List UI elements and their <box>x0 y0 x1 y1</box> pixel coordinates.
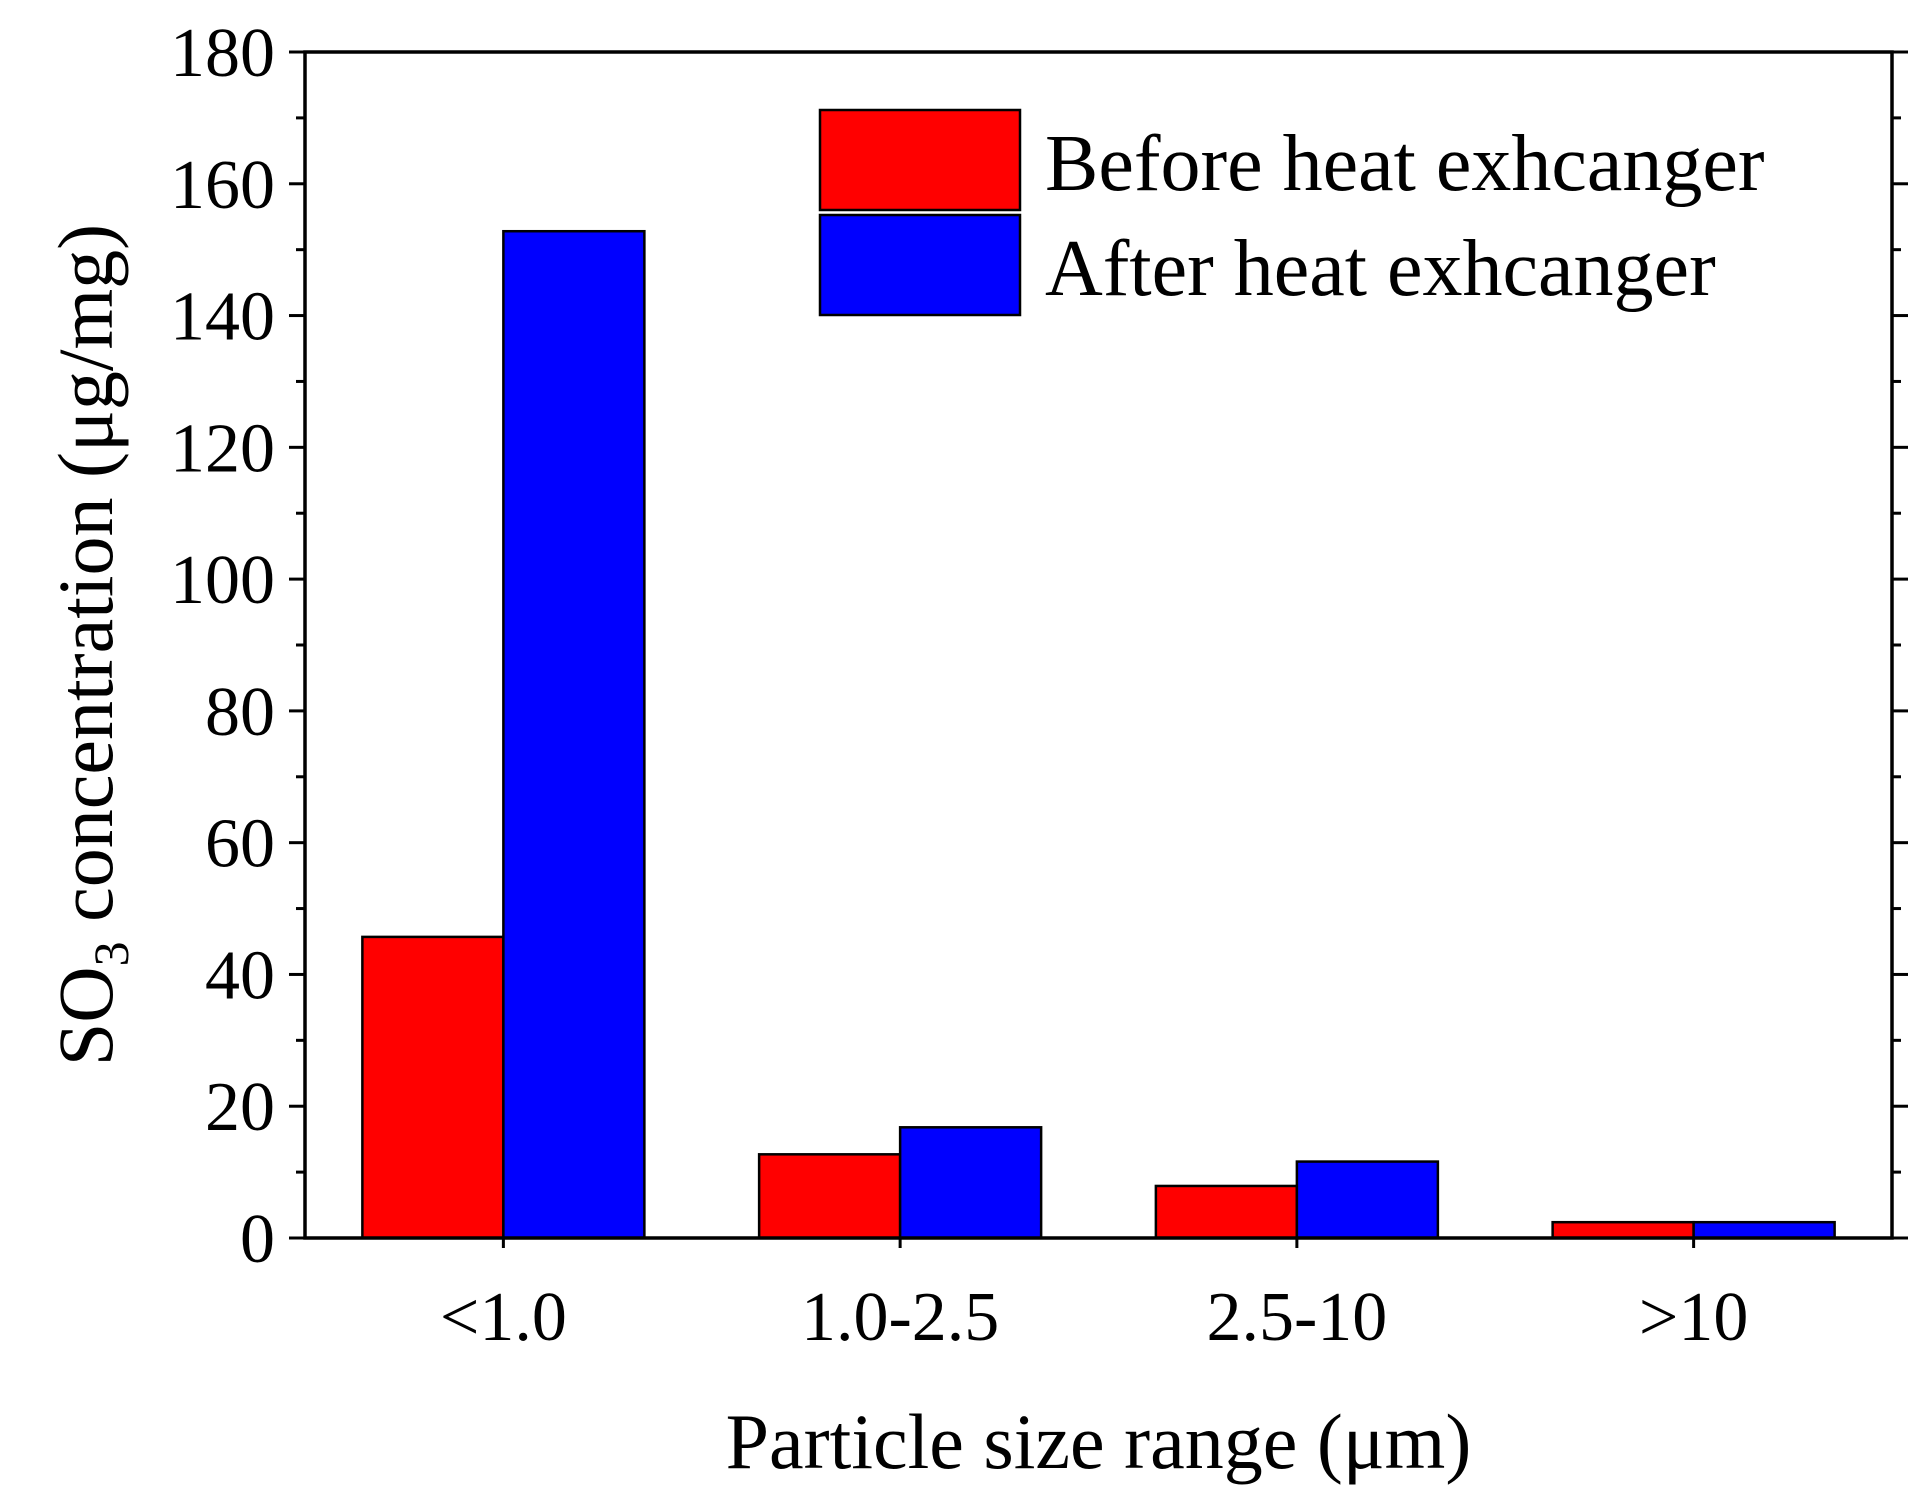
bar-before-0 <box>361 935 505 1240</box>
y-axis-title-main: SO <box>42 966 129 1066</box>
y-tick-label: 120 <box>170 410 275 487</box>
y-tick-label: 140 <box>170 279 275 356</box>
bar-after-2 <box>1295 1160 1440 1240</box>
y-tick-label: 20 <box>205 1069 275 1146</box>
y-axis-ticks: 0 20 40 60 80 100 120 140 160 180 <box>170 15 1908 1278</box>
y-axis-title-subscript: 3 <box>83 941 139 966</box>
legend-label-after: After heat exhcanger <box>1045 225 1716 313</box>
x-axis-ticks: <1.0 1.0-2.5 2.5-10 >10 <box>440 1238 1748 1356</box>
bar-after-3 <box>1692 1220 1836 1240</box>
x-tick-label: 1.0-2.5 <box>801 1279 999 1356</box>
x-tick-label: 2.5-10 <box>1206 1279 1387 1356</box>
legend: Before heat exhcanger After heat exhcang… <box>818 108 1765 317</box>
bar-before-3 <box>1551 1220 1695 1240</box>
y-axis-title: SO3 concentration (μg/mg) <box>42 224 139 1066</box>
y-tick-label: 0 <box>240 1201 275 1278</box>
legend-swatch-after <box>818 213 1022 317</box>
x-axis-title: Particle size range (μm) <box>726 1398 1472 1485</box>
y-tick-label: 40 <box>205 937 275 1014</box>
bar-after-1 <box>898 1126 1043 1240</box>
bar-before-2 <box>1154 1184 1299 1240</box>
y-tick-label: 160 <box>170 147 275 224</box>
y-tick-label: 100 <box>170 542 275 619</box>
y-tick-label: 80 <box>205 674 275 751</box>
bar-before-1 <box>757 1153 902 1240</box>
plot-frame <box>303 50 1894 1240</box>
x-tick-label: <1.0 <box>440 1279 567 1356</box>
y-tick-label: 60 <box>205 806 275 883</box>
y-tick-label: 180 <box>170 15 275 92</box>
x-tick-label: >10 <box>1639 1279 1748 1356</box>
y-axis-title-rest: concentration (μg/mg) <box>42 224 129 942</box>
bar-after-0 <box>502 229 646 1240</box>
legend-swatch-before <box>818 108 1022 212</box>
legend-label-before: Before heat exhcanger <box>1045 120 1765 208</box>
bars-group <box>361 229 1836 1240</box>
